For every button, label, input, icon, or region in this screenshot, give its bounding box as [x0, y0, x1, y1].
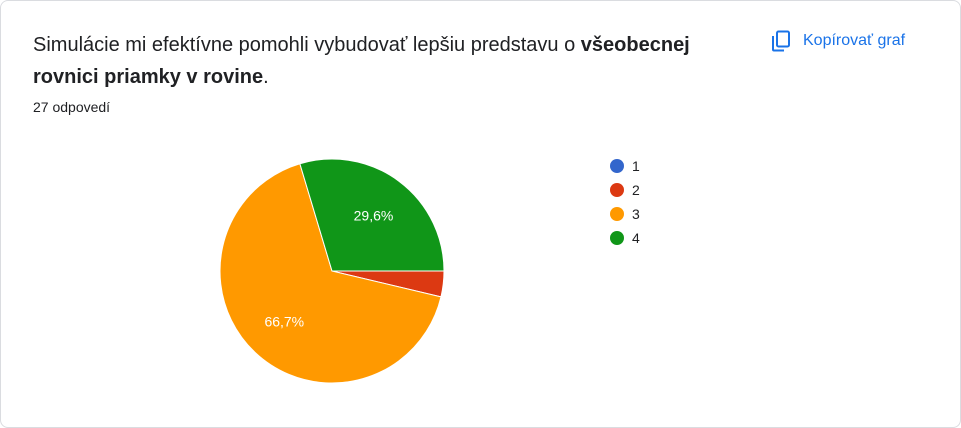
legend-marker-3 — [610, 207, 624, 221]
legend-label-3: 3 — [632, 206, 640, 222]
legend-label-2: 2 — [632, 182, 640, 198]
legend-marker-4 — [610, 231, 624, 245]
legend-marker-2 — [610, 183, 624, 197]
question-text-bold: všeobecnej rovnici priamky v rovine — [33, 34, 690, 88]
question-text-end: . — [263, 66, 269, 88]
legend-item-1[interactable]: 1 — [610, 158, 640, 174]
legend-label-1: 1 — [632, 158, 640, 174]
question-text: Simulácie mi efektívne pomohli vybudovať… — [33, 34, 581, 56]
legend-label-4: 4 — [632, 230, 640, 246]
legend-item-4[interactable]: 4 — [610, 230, 640, 246]
copy-chart-label: Kopírovať graf — [803, 32, 906, 49]
copy-chart-button[interactable]: Kopírovať graf — [763, 25, 911, 57]
response-count: 27 odpovedí — [33, 99, 111, 115]
legend-marker-1 — [610, 159, 624, 173]
question-title: Simulácie mi efektívne pomohli vybudovať… — [33, 29, 723, 93]
legend-item-2[interactable]: 2 — [610, 182, 640, 198]
legend-item-3[interactable]: 3 — [610, 206, 640, 222]
copy-icon — [769, 29, 793, 53]
